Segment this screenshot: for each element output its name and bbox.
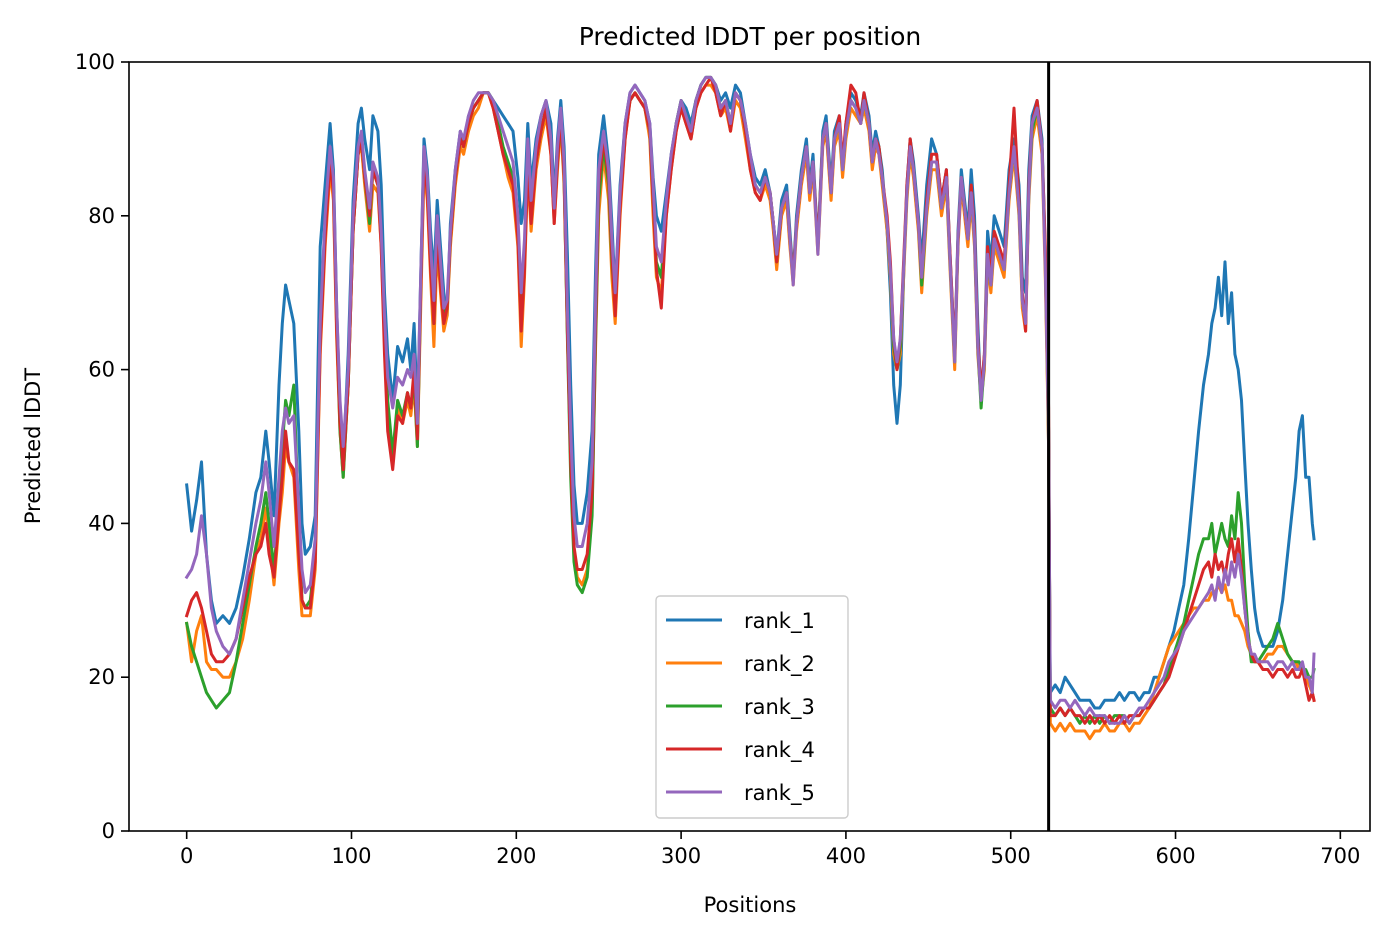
legend-label-rank-2: rank_2 — [744, 652, 815, 677]
y-tick-label: 60 — [88, 358, 115, 382]
y-tick-label: 80 — [88, 204, 115, 228]
x-tick-label: 600 — [1155, 844, 1195, 868]
legend-label-rank-1: rank_1 — [744, 609, 815, 634]
y-tick-label: 20 — [88, 665, 115, 689]
y-axis-title: Predicted lDDT — [21, 368, 45, 524]
legend-label-rank-5: rank_5 — [744, 781, 815, 806]
legend-label-rank-4: rank_4 — [744, 738, 815, 763]
legend-label-rank-3: rank_3 — [744, 695, 815, 720]
y-tick-label: 40 — [88, 511, 115, 535]
legend: rank_1 rank_2 rank_3 rank_4 rank_5 — [655, 595, 849, 819]
x-tick-label: 100 — [331, 844, 371, 868]
x-axis-title: Positions — [704, 893, 797, 917]
x-tick-label: 300 — [661, 844, 701, 868]
x-tick-label: 400 — [826, 844, 866, 868]
x-tick-label: 200 — [496, 844, 536, 868]
x-tick-label: 500 — [991, 844, 1031, 868]
y-axis: 0 20 40 60 80 100 — [75, 50, 129, 843]
legend-box — [655, 595, 849, 819]
y-tick-label: 100 — [75, 50, 115, 74]
series-group — [184, 75, 1316, 741]
x-axis: 0 100 200 300 400 500 600 700 — [180, 831, 1360, 868]
plot-frame — [128, 61, 1371, 832]
x-tick-label: 700 — [1320, 844, 1360, 868]
chart-title: Predicted lDDT per position — [579, 22, 921, 51]
series-line-rank-5 — [184, 75, 1316, 725]
x-tick-label: 0 — [180, 844, 193, 868]
y-tick-label: 0 — [102, 819, 115, 843]
